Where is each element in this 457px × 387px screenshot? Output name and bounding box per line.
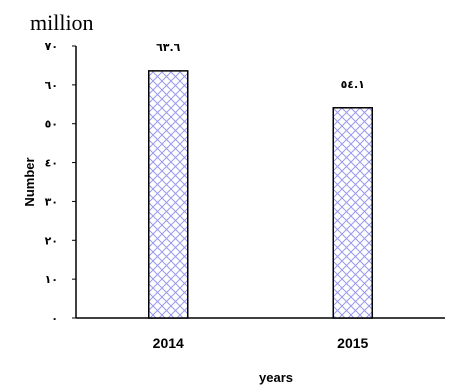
y-tick-label: ٢٠ — [45, 234, 58, 247]
x-tick-label-2015: 2015 — [337, 335, 368, 351]
data-label-2014: ٦٣.٦ — [156, 41, 181, 54]
y-axis-title: Number — [22, 157, 37, 206]
y-axis: ٠ ١٠ ٢٠ ٣٠ ٤٠ ٥٠ ٦٠ ٧٠ — [45, 40, 77, 325]
data-labels: ٦٣.٦ ٥٤.١ — [156, 41, 365, 91]
y-tick-label: ٧٠ — [45, 40, 58, 53]
unit-label: million — [30, 10, 94, 35]
y-tick-label: ٥٠ — [45, 118, 58, 131]
y-tick-label: ٤٠ — [45, 157, 58, 170]
bar-2014 — [148, 70, 189, 319]
x-tick-label-2014: 2014 — [153, 335, 184, 351]
data-label-2015: ٥٤.١ — [341, 78, 365, 91]
bars — [148, 70, 373, 319]
x-axis: 2014 2015 — [76, 317, 445, 351]
y-tick-label: ٦٠ — [45, 79, 58, 92]
y-tick-label: ١٠ — [45, 273, 58, 286]
y-tick-label: ٣٠ — [45, 195, 58, 208]
x-axis-title: years — [259, 370, 293, 385]
bar-2015 — [332, 107, 373, 319]
y-tick-label: ٠ — [51, 312, 58, 325]
